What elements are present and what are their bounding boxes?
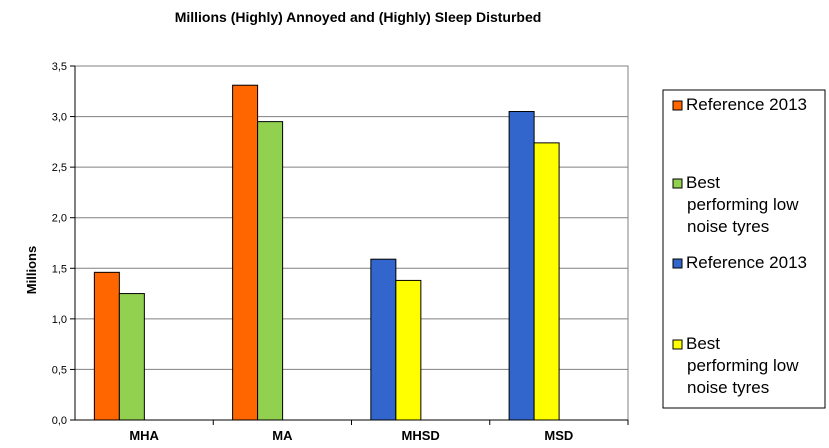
bar-mha-series-2 xyxy=(118,293,145,421)
bar-mhsd-series-3 xyxy=(370,258,397,421)
bar-msd-series-4 xyxy=(533,142,560,421)
legend-label: Reference 2013 xyxy=(686,95,807,114)
legend: Reference 2013 Best performing low noise ty… xyxy=(662,89,826,409)
y-tick-label: 0,5 xyxy=(52,364,67,376)
bar-msd-series-3 xyxy=(508,111,535,421)
x-tick-label: MHSD xyxy=(401,428,439,443)
bar-mhsd-series-4 xyxy=(395,279,422,421)
legend-swatch xyxy=(672,178,683,189)
legend-label: Best performing low noise tyres xyxy=(686,334,799,397)
y-axis-label: Millions xyxy=(24,246,39,294)
chart-title: Millions (Highly) Annoyed and (Highly) S… xyxy=(175,9,542,25)
y-tick-label: 3,0 xyxy=(52,112,67,124)
legend-swatch xyxy=(672,339,683,350)
y-tick-label: 1,5 xyxy=(52,263,67,275)
x-tick-label: MHA xyxy=(129,428,159,443)
bar-ma-series-1 xyxy=(232,84,259,421)
plot-area: 0,0 0,5 1,0 1,5 2,0 2,5 3,0 3,5 MHA MA MHSD MSD xyxy=(52,61,629,443)
y-tick-label: 0,0 xyxy=(52,415,67,427)
x-tick-label: MA xyxy=(272,428,293,443)
legend-label: Best performing low noise tyres xyxy=(686,173,799,236)
y-tick-label: 2,5 xyxy=(52,162,67,174)
legend-box xyxy=(662,89,826,409)
y-tick-label: 3,5 xyxy=(52,61,67,73)
y-tick-label: 1,0 xyxy=(52,314,67,326)
bar-mha-series-1 xyxy=(93,271,120,421)
x-tick-label: MSD xyxy=(544,428,573,443)
y-tick-label: 2,0 xyxy=(52,213,67,225)
legend-swatch xyxy=(672,258,683,269)
bar-ma-series-2 xyxy=(257,121,284,421)
legend-label: Reference 2013 xyxy=(686,253,807,272)
legend-swatch xyxy=(672,100,683,111)
